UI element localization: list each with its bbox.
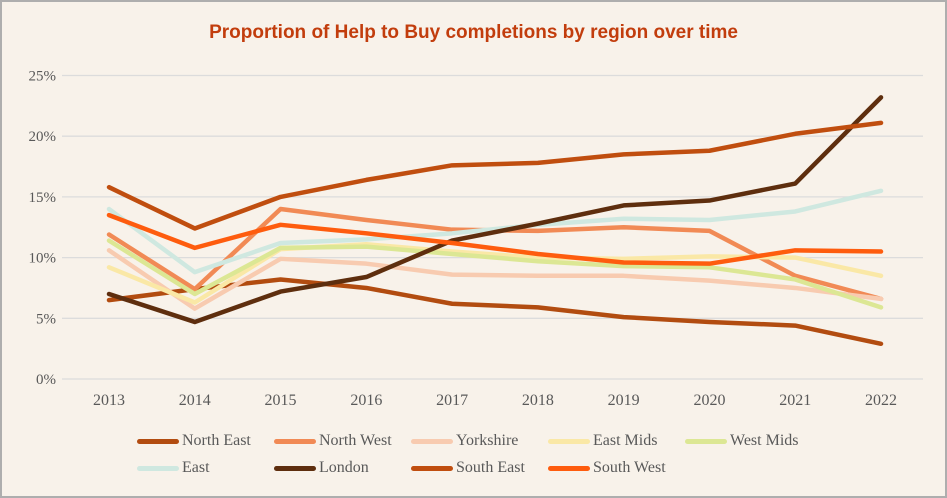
legend-item-east: East [137, 459, 274, 477]
chart-legend: North East North West Yorkshire East Mids We… [137, 432, 822, 477]
series-line-yorkshire [106, 248, 884, 311]
y-axis-tick-label: 25% [29, 69, 57, 85]
y-axis-tick-label: 0% [36, 372, 56, 388]
legend-swatch-icon [411, 438, 453, 444]
y-axis-tick-label: 15% [29, 190, 57, 206]
x-axis-tick-label: 2022 [865, 392, 897, 409]
legend-item-north-west: North West [274, 432, 411, 450]
series-line-south-east [106, 120, 884, 231]
legend-item-north-east: North East [137, 432, 274, 450]
series-line-west-mids [106, 238, 884, 310]
x-axis-tick-label: 2018 [522, 392, 554, 409]
x-axis-tick-label: 2015 [265, 392, 297, 409]
legend-item-south-east: South East [411, 459, 548, 477]
legend-item-west-mids: West Mids [685, 432, 822, 450]
legend-swatch-icon [274, 465, 316, 471]
x-axis-tick-label: 2017 [436, 392, 468, 409]
legend-swatch-icon [137, 438, 179, 444]
legend-label: Yorkshire [456, 432, 519, 449]
x-axis-tick-label: 2021 [779, 392, 811, 409]
legend-label: London [319, 459, 369, 476]
series-line-east [106, 188, 884, 275]
y-axis-tick-label: 10% [29, 251, 57, 267]
chart-title: Proportion of Help to Buy completions by… [209, 22, 738, 43]
legend-swatch-icon [548, 438, 590, 444]
legend-label: West Mids [730, 432, 799, 449]
x-axis-tick-label: 2014 [179, 392, 211, 409]
legend-swatch-icon [685, 438, 727, 444]
x-axis-tick-label: 2016 [350, 392, 382, 409]
x-axis-tick-label: 2019 [608, 392, 640, 409]
series-line-south-west [106, 212, 884, 266]
x-axis-tick-label: 2020 [693, 392, 725, 409]
legend-swatch-icon [411, 465, 453, 471]
legend-swatch-icon [274, 438, 316, 444]
legend-label: South East [456, 459, 525, 476]
legend-item-east-mids: East Mids [548, 432, 685, 450]
legend-swatch-icon [137, 465, 179, 471]
legend-label: South West [593, 459, 666, 476]
y-axis-tick-label: 5% [36, 311, 56, 327]
legend-swatch-icon [548, 465, 590, 471]
line-chart-plot-area: 0% 5% 10% 15% 20% 25% 2013 2014 2015 2016 2017 2018… [29, 69, 923, 409]
legend-item-yorkshire: Yorkshire [411, 432, 548, 450]
legend-label: East Mids [593, 432, 658, 449]
y-axis-tick-label: 20% [29, 129, 57, 145]
legend-item-south-west: South West [548, 459, 685, 477]
legend-label: East [182, 459, 210, 476]
legend-item-london: London [274, 459, 411, 477]
x-axis-tick-label: 2013 [93, 392, 125, 409]
series-line-london [106, 95, 884, 325]
legend-label: North East [182, 432, 251, 449]
legend-label: North West [319, 432, 392, 449]
